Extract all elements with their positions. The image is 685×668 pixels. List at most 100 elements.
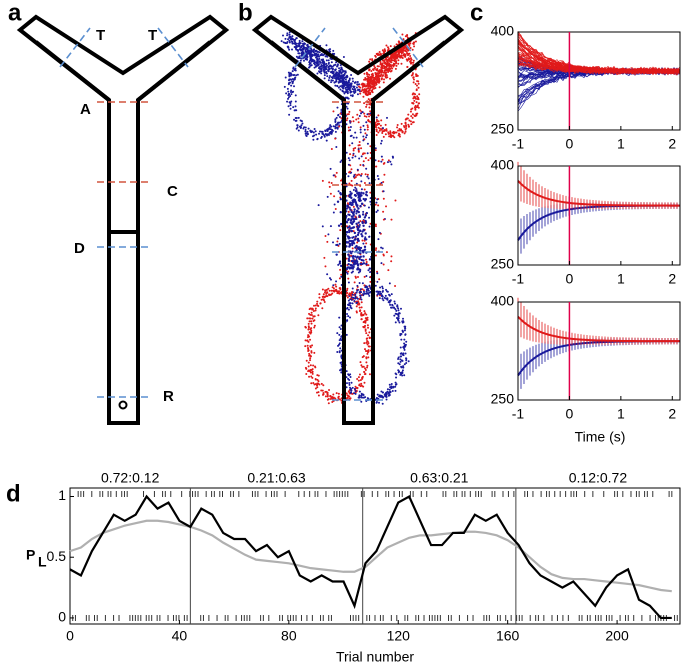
trajectory-dot xyxy=(378,129,381,132)
x-tick-label: 1 xyxy=(617,271,625,287)
trajectory-dot xyxy=(321,296,324,299)
trajectory-dot xyxy=(369,280,372,283)
trajectory-dot xyxy=(365,88,368,91)
trajectory-dot xyxy=(291,82,294,85)
trajectory-dot xyxy=(392,52,395,55)
trajectory-dot xyxy=(408,119,411,122)
trajectory-dot xyxy=(303,126,306,129)
trajectory-dot xyxy=(347,253,350,256)
trajectory-dot xyxy=(394,321,397,324)
trajectory-dot xyxy=(368,115,371,118)
trajectory-dot xyxy=(402,366,405,369)
trajectory-dot xyxy=(352,205,355,208)
trajectory-dot xyxy=(315,56,318,59)
trajectory-dot xyxy=(385,288,388,291)
trajectory-dot xyxy=(366,83,369,86)
trajectory-dot xyxy=(357,271,360,274)
trajectory-dot xyxy=(351,293,354,296)
trajectory-dot xyxy=(353,210,356,213)
trajectory-dot xyxy=(366,324,369,327)
trajectory-dot xyxy=(365,190,368,194)
trajectory-dot xyxy=(332,289,335,292)
trajectory-dot xyxy=(312,131,315,134)
series-line xyxy=(69,494,672,620)
trajectory-dot xyxy=(390,56,393,59)
trajectory-dot xyxy=(366,90,369,93)
trajectory-dot xyxy=(358,83,361,86)
trajectory-dot xyxy=(340,111,343,114)
trajectory-dot xyxy=(376,72,379,75)
trajectory-dot xyxy=(359,296,362,299)
trajectory-dot xyxy=(289,107,292,110)
trajectory-dot xyxy=(365,85,368,88)
trajectory-dot xyxy=(308,375,311,378)
trajectory-dot xyxy=(368,73,371,76)
trajectory-dot xyxy=(356,233,360,237)
trajectory-dot xyxy=(390,386,393,389)
trajectory-dot xyxy=(357,144,360,147)
trajectory-dot xyxy=(388,57,391,60)
trajectory-dot xyxy=(321,130,324,133)
trajectory-dot xyxy=(325,288,328,291)
trajectory-dot xyxy=(365,361,368,364)
trajectory-dot xyxy=(366,173,369,176)
trajectory-dot xyxy=(390,218,393,221)
trajectory-dot xyxy=(318,57,321,60)
trajectory-dot xyxy=(333,203,336,206)
trajectory-dot xyxy=(332,397,335,400)
trajectory-dot xyxy=(340,275,343,278)
trajectory-dot xyxy=(337,224,341,227)
trajectory-dot xyxy=(385,251,388,254)
trajectory-dot xyxy=(415,75,418,78)
trajectory-dot xyxy=(290,93,293,96)
trajectory-dot xyxy=(413,45,416,48)
trajectory-dot xyxy=(300,46,303,49)
trajectory-dot xyxy=(300,49,303,52)
trajectory-dot xyxy=(416,74,419,77)
trajectory-dot xyxy=(400,52,403,55)
trajectory-dot xyxy=(330,61,333,64)
trajectory-dot xyxy=(363,128,366,131)
trajectory-dot xyxy=(394,53,397,56)
trajectory-dot xyxy=(346,287,349,290)
trajectory-dot xyxy=(415,101,418,104)
trajectory-dot xyxy=(317,204,320,207)
trajectory-dot xyxy=(301,40,304,43)
trajectory-dot xyxy=(329,124,332,127)
trajectory-dot xyxy=(394,302,397,305)
trajectory-dot xyxy=(395,64,398,67)
trajectory-dot xyxy=(352,198,356,201)
trajectory-dot xyxy=(346,319,349,322)
trajectory-dot xyxy=(350,381,353,384)
trajectory-dot xyxy=(360,306,363,309)
trajectory-dot xyxy=(376,393,379,396)
trajectory-dot xyxy=(351,250,354,253)
trajectory-dot xyxy=(377,79,380,82)
trajectory-dot xyxy=(377,177,380,180)
trajectory-dot xyxy=(328,388,331,391)
trajectory-dot xyxy=(336,200,340,203)
trajectory-dot xyxy=(363,275,366,278)
trajectory-dot xyxy=(348,182,351,185)
trajectory-dot xyxy=(383,296,386,299)
trajectory-dot xyxy=(364,232,367,235)
trajectory-dot xyxy=(371,76,374,79)
trajectory-dot xyxy=(371,82,374,85)
trajectory-dot xyxy=(324,65,327,68)
trajectory-dot xyxy=(307,66,310,69)
trajectory-dot xyxy=(294,109,297,112)
trajectory-dot xyxy=(348,374,351,377)
trajectory-dot xyxy=(287,97,290,100)
trajectory-dot xyxy=(327,59,330,62)
trajectory-dot xyxy=(368,336,371,339)
trajectory-dot xyxy=(308,61,311,64)
trajectory-dot xyxy=(359,262,362,266)
trajectory-dot xyxy=(345,376,348,379)
trajectory-dot xyxy=(326,240,329,243)
trajectory-dot xyxy=(324,289,327,292)
trajectory-dot xyxy=(393,306,396,309)
trajectory-dot xyxy=(391,54,394,57)
trajectory-dot xyxy=(320,52,323,55)
trajectory-dot xyxy=(360,313,363,316)
trajectory-dot xyxy=(348,213,351,217)
